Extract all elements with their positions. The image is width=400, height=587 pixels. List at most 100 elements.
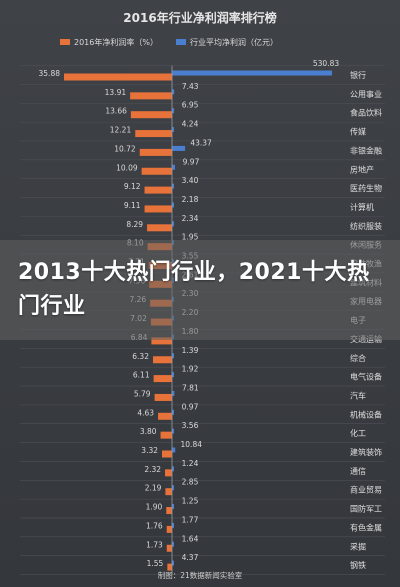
bar-net-margin <box>165 488 172 496</box>
category-label: 非银金融 <box>350 145 382 155</box>
bar-avg-profit <box>172 108 175 114</box>
bar-net-margin <box>144 186 172 194</box>
data-label-net-margin: 8.29 <box>126 220 143 229</box>
bar-avg-profit <box>172 504 174 510</box>
data-label-net-margin: 13.66 <box>105 107 127 116</box>
category-label: 医药生物 <box>350 183 382 193</box>
data-label-avg-profit: 6.95 <box>182 101 199 110</box>
bar-net-margin <box>64 73 172 81</box>
data-label-net-margin: 1.73 <box>146 540 163 549</box>
data-label-avg-profit: 7.81 <box>182 383 199 392</box>
category-label: 钢铁 <box>350 560 366 570</box>
data-label-avg-profit: 0.97 <box>182 402 199 411</box>
data-label-net-margin: 10.72 <box>114 144 136 153</box>
bar-net-margin <box>130 92 172 100</box>
bar-net-margin <box>135 130 172 138</box>
category-label: 商业贸易 <box>350 485 382 495</box>
category-label: 采掘 <box>350 541 366 551</box>
bar-net-margin <box>167 563 172 571</box>
bar-avg-profit <box>172 485 174 491</box>
bar-net-margin <box>162 450 172 458</box>
title-overlay-band <box>0 240 400 340</box>
data-label-avg-profit: 1.64 <box>182 534 199 543</box>
category-label: 通信 <box>350 466 366 476</box>
bar-avg-profit <box>172 390 175 396</box>
bar-net-margin <box>165 469 172 477</box>
category-label: 房地产 <box>350 164 374 174</box>
data-label-avg-profit: 530.83 <box>313 59 339 68</box>
bar-avg-profit <box>172 145 186 151</box>
data-label-avg-profit: 1.24 <box>182 459 199 468</box>
legend-swatch-avg-profit <box>176 39 186 45</box>
bar-net-margin <box>144 205 172 213</box>
data-label-avg-profit: 10.84 <box>181 440 203 449</box>
category-label: 汽车 <box>350 390 366 400</box>
bar-net-margin <box>166 507 172 515</box>
data-label-avg-profit: 2.18 <box>182 195 199 204</box>
data-label-avg-profit: 1.92 <box>182 365 199 374</box>
bar-net-margin <box>153 375 172 383</box>
category-label: 公用事业 <box>350 89 382 99</box>
data-label-avg-profit: 3.56 <box>182 421 199 430</box>
data-label-avg-profit: 1.25 <box>182 497 199 506</box>
data-label-avg-profit: 2.85 <box>182 478 199 487</box>
bar-avg-profit <box>172 447 176 453</box>
category-label: 综合 <box>350 353 366 363</box>
bar-net-margin <box>152 356 172 364</box>
data-label-avg-profit: 1.77 <box>182 515 199 524</box>
bar-net-margin <box>151 337 172 345</box>
data-label-net-margin: 13.91 <box>105 88 127 97</box>
bar-avg-profit <box>172 89 175 95</box>
category-label: 传媒 <box>350 127 366 137</box>
category-label: 食品饮料 <box>350 108 382 118</box>
data-label-avg-profit: 3.40 <box>182 176 199 185</box>
bar-avg-profit <box>172 522 174 528</box>
bar-net-margin <box>166 544 172 552</box>
bar-avg-profit <box>172 353 174 359</box>
category-label: 机械设备 <box>350 409 382 419</box>
legend-label-avg-profit: 行业平均净利润（亿元） <box>190 37 278 47</box>
data-label-net-margin: 4.63 <box>137 408 154 417</box>
bar-net-margin <box>158 412 172 420</box>
data-label-net-margin: 1.90 <box>146 503 163 512</box>
category-label: 计算机 <box>350 202 374 212</box>
bar-avg-profit <box>172 221 174 227</box>
bar-net-margin <box>141 167 172 175</box>
data-label-avg-profit: 43.37 <box>190 138 212 147</box>
data-label-avg-profit: 4.24 <box>182 120 199 129</box>
bar-avg-profit <box>172 541 174 547</box>
data-label-net-margin: 5.79 <box>134 389 151 398</box>
data-label-avg-profit: 9.97 <box>183 157 200 166</box>
bar-net-margin <box>130 111 172 119</box>
bar-avg-profit <box>172 164 176 170</box>
category-label: 电气设备 <box>350 372 382 382</box>
data-label-net-margin: 3.32 <box>141 446 158 455</box>
bar-avg-profit <box>172 127 174 133</box>
category-label: 银行 <box>350 70 366 80</box>
bar-net-margin <box>166 525 172 533</box>
category-label: 纺织服装 <box>350 221 382 231</box>
overlay-title: 2013十大热门行业，2021十大热门行业 <box>18 260 370 319</box>
bar-net-margin <box>139 148 172 156</box>
data-label-avg-profit: 4.37 <box>182 553 199 562</box>
data-label-net-margin: 35.88 <box>39 69 61 78</box>
legend-swatch-net-margin <box>60 39 70 45</box>
data-label-avg-profit: 2.34 <box>182 214 199 223</box>
data-label-net-margin: 10.09 <box>116 163 138 172</box>
data-label-net-margin: 2.19 <box>145 484 162 493</box>
data-label-net-margin: 6.11 <box>133 371 150 380</box>
category-label: 建筑装饰 <box>350 447 382 457</box>
bar-avg-profit <box>172 560 174 566</box>
data-label-avg-profit: 1.39 <box>182 346 199 355</box>
bar-net-margin <box>154 393 172 401</box>
bar-avg-profit <box>172 372 174 378</box>
bar-avg-profit <box>172 428 174 434</box>
data-label-net-margin: 1.55 <box>147 559 164 568</box>
data-label-net-margin: 3.80 <box>140 427 157 436</box>
data-label-net-margin: 9.11 <box>124 201 141 210</box>
chart-title: 2016年行业净利润率排行榜 <box>123 10 276 25</box>
data-label-net-margin: 1.76 <box>146 521 163 530</box>
data-label-net-margin: 12.21 <box>110 126 132 135</box>
category-label: 有色金属 <box>350 522 382 532</box>
